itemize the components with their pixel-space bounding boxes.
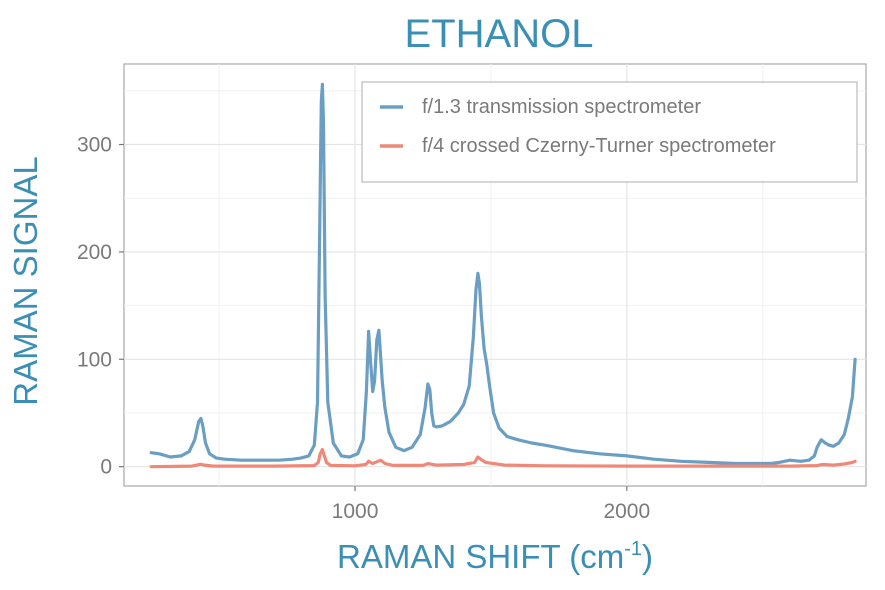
x-axis-title: RAMAN SHIFT (cm-1) (337, 538, 653, 575)
legend-label-czerny-turner: f/4 crossed Czerny-Turner spectrometer (422, 135, 776, 157)
y-tick-label: 300 (77, 134, 112, 157)
y-tick-label: 200 (77, 241, 112, 264)
x-tick-label: 1000 (332, 500, 379, 523)
legend: f/1.3 transmission spectrometer f/4 cros… (361, 81, 858, 183)
series-line-transmission (149, 82, 857, 466)
series-lines (149, 82, 857, 469)
legend-box (361, 81, 858, 183)
x-tick-label: 2000 (603, 500, 650, 523)
chart-title: ETHANOL (405, 12, 594, 56)
y-tick-label: 100 (77, 348, 112, 371)
axis-ticks: 0 100 200 300 1000 2000 (77, 134, 650, 523)
y-axis-title: RAMAN SIGNAL (7, 156, 44, 405)
series-line-czerny-turner (149, 447, 857, 469)
legend-label-transmission: f/1.3 transmission spectrometer (422, 96, 701, 118)
y-tick-label: 0 (100, 456, 112, 479)
